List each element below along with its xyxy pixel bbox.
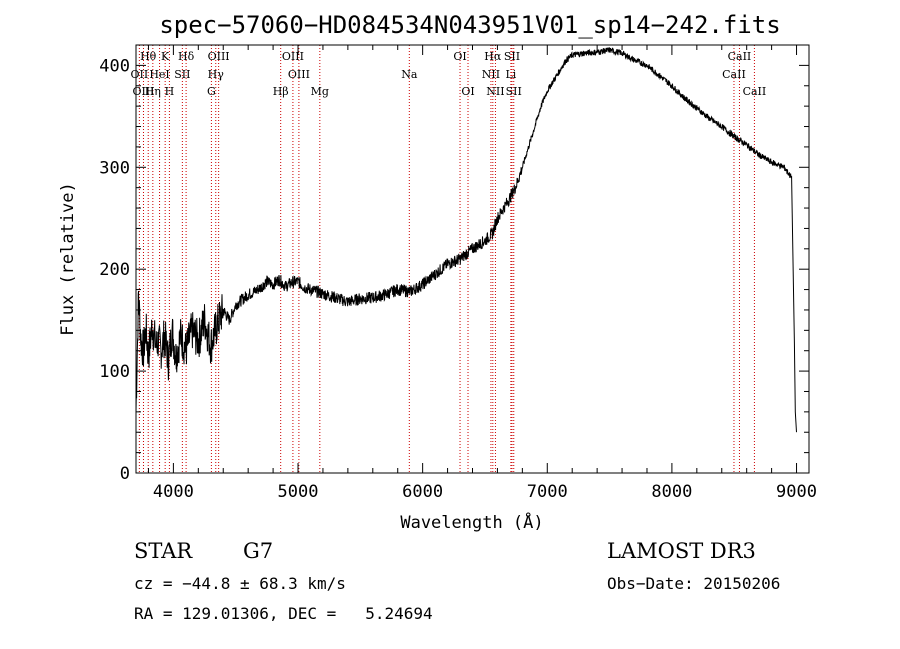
x-tick-label: 4000 [153, 482, 194, 502]
spectral-line-label: Hγ [208, 68, 225, 81]
redshift-velocity: cz = −44.8 ± 68.3 km/s [134, 574, 346, 593]
x-tick-label: 6000 [402, 482, 443, 502]
x-tick-label: 7000 [527, 482, 568, 502]
y-tick-label: 400 [99, 56, 130, 76]
spectral-line-label: SII [504, 50, 520, 63]
spectral-line-label: NII [482, 68, 500, 81]
spectral-line-label: CaII [728, 50, 752, 63]
spectral-line-label: OIII [288, 68, 310, 81]
y-tick-label: 100 [99, 362, 130, 382]
spectral-line-label: CaII [722, 68, 746, 81]
spectral-line-label: SII [506, 85, 522, 98]
spectral-line-label: SII [174, 68, 190, 81]
coordinates: RA = 129.01306, DEC = 5.24694 [134, 604, 433, 623]
spectral-line-label: Li [505, 68, 516, 81]
x-axis-label: Wavelength (Å) [400, 511, 543, 533]
spectral-line-label: Hη [145, 85, 161, 98]
x-tick-label: 8000 [651, 482, 692, 502]
y-axis-ticks: 0 100 200 300 400 [99, 44, 809, 484]
spectral-line-markers [138, 45, 755, 473]
spectral-line-label: H [165, 85, 175, 98]
y-tick-label: 0 [120, 464, 130, 484]
spectral-line-label: OII [131, 68, 149, 81]
spectral-line-label: Hθ [140, 50, 157, 63]
x-tick-label: 5000 [278, 482, 319, 502]
survey-name: LAMOST DR3 [607, 539, 756, 563]
observation-date: Obs−Date: 20150206 [607, 574, 780, 593]
spectral-line-label: OIII [208, 50, 230, 63]
spectral-line-label: Na [401, 68, 418, 81]
spectral-line-label: OIII [132, 85, 154, 98]
spectral-line-label: OIII [282, 50, 304, 63]
y-tick-label: 200 [99, 260, 130, 280]
y-tick-label: 300 [99, 158, 130, 178]
spectrum-line [135, 47, 797, 433]
spectral-line-label: Hβ [273, 85, 289, 98]
chart-title: spec−57060−HD084534N043951V01_sp14−242.f… [159, 11, 780, 39]
spectral-line-label: Mg [311, 85, 329, 98]
spectral-line-label: Hδ [178, 50, 195, 63]
spectral-line-label: CaII [743, 85, 767, 98]
spectral-line-label: NII [486, 85, 504, 98]
subclass: G7 [243, 539, 273, 563]
spectral-line-label: HeI [149, 68, 169, 81]
spectral-line-label: K [161, 50, 170, 63]
y-axis-label: Flux (relative) [58, 182, 78, 336]
spectral-line-label: OI [453, 50, 466, 63]
x-axis-ticks: 4000 5000 6000 7000 8000 9000 [147, 45, 817, 502]
x-tick-label: 9000 [776, 482, 817, 502]
spectral-line-label: G [207, 85, 216, 98]
object-type: STAR [134, 539, 193, 563]
spectral-line-label: Hα [484, 50, 502, 63]
spectral-line-label: OI [461, 85, 474, 98]
plot-frame [135, 44, 810, 474]
